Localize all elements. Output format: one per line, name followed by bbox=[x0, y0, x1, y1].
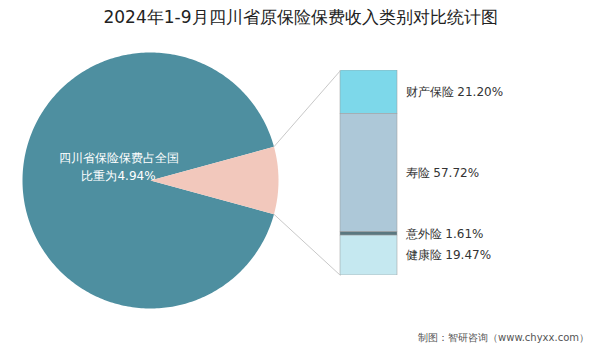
svg-text:寿险 57.72%: 寿险 57.72% bbox=[406, 166, 480, 180]
svg-text:财产保险 21.20%: 财产保险 21.20% bbox=[406, 85, 504, 99]
html-text:2024年1-9月四川省原保险保费收入类别对比统计图: 2024年1-9月四川省原保险保费收入类别对比统计图 bbox=[103, 7, 498, 27]
svg-text:意外险 1.61%: 意外险 1.61% bbox=[405, 227, 484, 241]
svg-text:四川省保险保费占全国比重为4.94%: 四川省保险保费占全国比重为4.94% bbox=[59, 151, 179, 183]
html-text:制图：智研咨询（www.chyxx.com）: 制图：智研咨询（www.chyxx.com） bbox=[418, 332, 589, 343]
svg-text:健康险 19.47%: 健康险 19.47% bbox=[406, 248, 492, 262]
